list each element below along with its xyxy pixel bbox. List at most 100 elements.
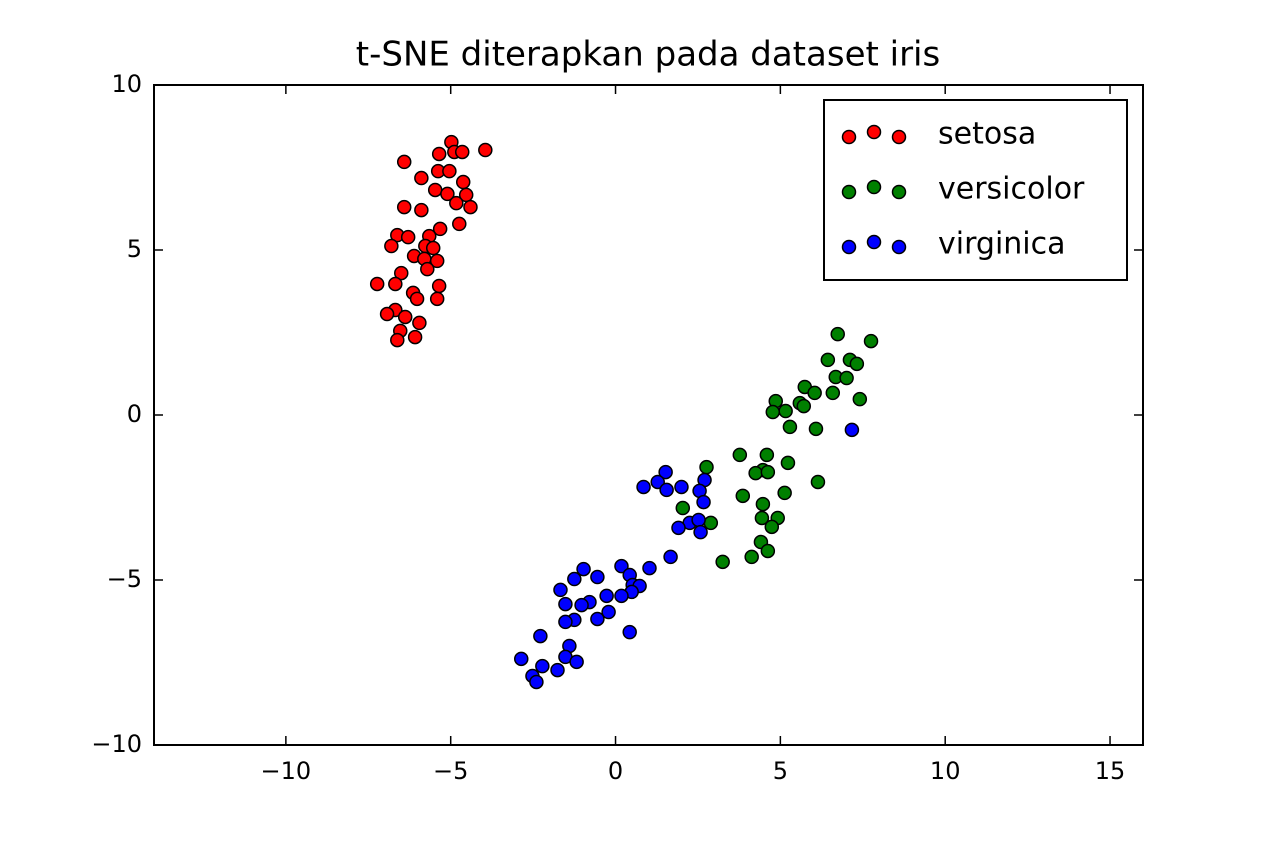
point [782, 419, 798, 435]
point [735, 488, 751, 504]
point [674, 479, 689, 495]
point [863, 333, 879, 349]
point [759, 447, 775, 463]
point [675, 500, 691, 516]
point [513, 651, 529, 667]
point [601, 604, 616, 620]
point [396, 199, 412, 215]
point [407, 329, 423, 345]
point [777, 485, 792, 501]
point [825, 385, 841, 401]
point [658, 464, 673, 480]
point [659, 482, 674, 498]
point [849, 356, 865, 372]
legend-marker [866, 234, 882, 250]
plot-frame [153, 84, 1144, 746]
legend-label: setosa [938, 117, 1036, 152]
point [425, 240, 441, 256]
point [463, 199, 478, 215]
point [429, 291, 445, 307]
point [449, 195, 464, 211]
point [754, 510, 770, 526]
point [452, 216, 467, 232]
point [455, 174, 471, 190]
x-tick-label: −10 [261, 757, 312, 785]
point [369, 276, 385, 292]
point [390, 332, 405, 348]
point [691, 512, 706, 528]
point [397, 309, 413, 325]
point [830, 326, 845, 342]
legend-marker [891, 184, 907, 200]
legend-marker [841, 129, 857, 145]
y-tick-label: 0 [127, 400, 142, 428]
point [427, 182, 443, 198]
point [744, 549, 759, 565]
point [650, 474, 665, 490]
point [569, 654, 584, 670]
point [760, 464, 776, 480]
point [820, 352, 836, 368]
point [755, 496, 771, 512]
legend-marker [841, 239, 857, 255]
point [614, 588, 629, 604]
point [807, 385, 822, 401]
point [696, 494, 711, 510]
point [732, 447, 748, 463]
point [590, 569, 605, 585]
point [478, 142, 493, 158]
point [400, 229, 416, 245]
point [622, 624, 637, 640]
point [567, 571, 582, 587]
point [808, 421, 824, 437]
point [412, 315, 427, 331]
y-tick-label: −10 [91, 730, 142, 758]
point [429, 253, 445, 269]
point [844, 422, 860, 438]
point [414, 202, 429, 218]
point [780, 455, 796, 471]
legend-marker [866, 124, 882, 140]
point [590, 611, 605, 627]
point [810, 474, 826, 490]
point [748, 465, 763, 481]
x-tick-label: −5 [433, 757, 468, 785]
legend-marker [891, 129, 907, 145]
x-tick-label: 5 [773, 757, 788, 785]
x-tick-label: 0 [608, 757, 623, 785]
y-tick-label: −5 [107, 565, 142, 593]
point [414, 170, 429, 186]
point [642, 560, 657, 576]
point [558, 614, 573, 630]
legend: setosa versicolor virginica [823, 99, 1128, 281]
point [852, 391, 868, 407]
legend-marker [891, 239, 907, 255]
point [778, 403, 793, 419]
point [384, 238, 399, 254]
point [699, 459, 714, 475]
point [576, 561, 591, 577]
point [442, 163, 457, 179]
x-tick-label: 15 [1095, 757, 1126, 785]
point [431, 278, 447, 294]
point [550, 662, 565, 678]
x-tick-label: 10 [930, 757, 961, 785]
point [454, 144, 470, 160]
y-tick-label: 10 [111, 70, 142, 98]
legend-label: virginica [938, 227, 1066, 262]
point [693, 524, 708, 540]
legend-label: versicolor [938, 172, 1085, 207]
point [529, 674, 544, 690]
point [379, 306, 395, 322]
point [396, 154, 412, 170]
point [420, 261, 435, 277]
legend-marker [841, 184, 857, 200]
point [839, 370, 854, 386]
point [703, 515, 719, 531]
point [431, 146, 447, 162]
point [409, 291, 425, 307]
point [760, 543, 776, 559]
point [432, 221, 448, 237]
point [671, 520, 686, 536]
